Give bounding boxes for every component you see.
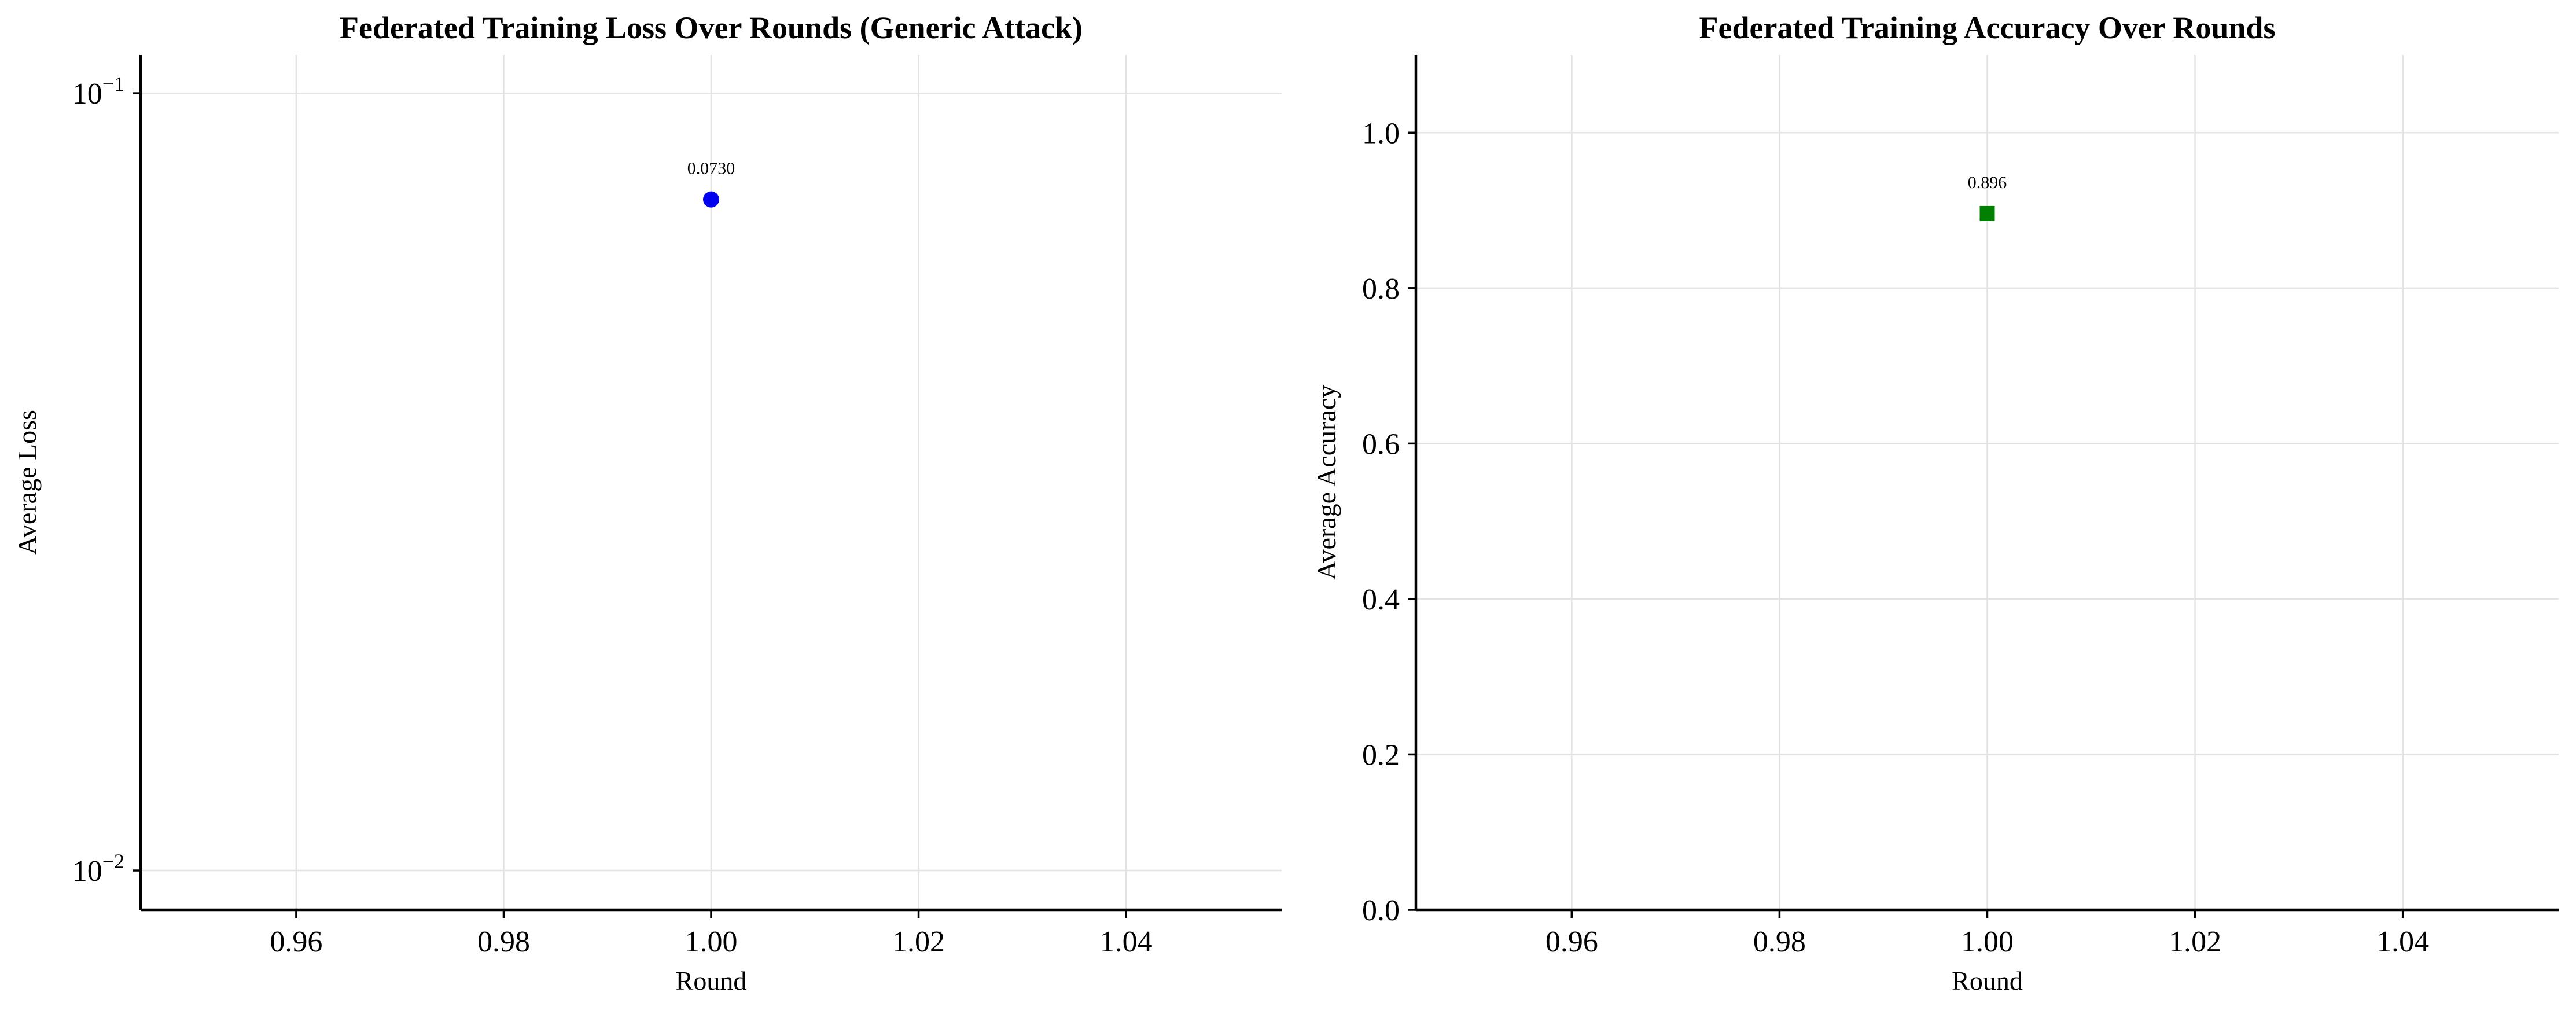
loss-x-tick-label: 1.04: [1100, 925, 1153, 958]
loss-x-tick-label: 0.96: [270, 925, 322, 958]
accuracy-y-axis-label: Average Accuracy: [1312, 385, 1341, 581]
loss-x-tick-label: 1.00: [685, 925, 738, 958]
loss-chart-title: Federated Training Loss Over Rounds (Gen…: [340, 10, 1083, 45]
accuracy-x-tick-label: 1.04: [2376, 925, 2429, 958]
accuracy-y-tick-label: 0.4: [1362, 583, 1400, 616]
accuracy-data-point: [1979, 205, 1995, 221]
accuracy-y-tick-label: 0.6: [1362, 428, 1400, 461]
loss-x-tick-label: 0.98: [477, 925, 530, 958]
accuracy-x-tick-label: 1.02: [2169, 925, 2221, 958]
accuracy-chart-panel: 0.96 0.98 1.00 1.02 1.04 0.0 0.2 0.4 0.6 0.8 1.0 Fe…: [1312, 10, 2559, 995]
accuracy-chart-title: Federated Training Accuracy Over Rounds: [1699, 10, 2276, 45]
accuracy-x-tick-label: 0.98: [1753, 925, 1806, 958]
accuracy-x-tick-label: 0.96: [1545, 925, 1598, 958]
loss-data-point: [703, 191, 719, 208]
accuracy-y-tick-label: 0.0: [1362, 894, 1400, 927]
loss-data-label: 0.0730: [687, 159, 735, 178]
loss-x-tick-label: 1.02: [892, 925, 945, 958]
loss-y-tick-label: 10−2: [72, 850, 124, 888]
accuracy-y-tick-label: 0.8: [1362, 273, 1400, 306]
accuracy-x-axis-label: Round: [1952, 966, 2023, 995]
accuracy-y-tick-label: 1.0: [1362, 117, 1400, 150]
loss-chart-panel: 0.96 0.98 1.00 1.02 1.04 10−2 10−1 Federated Tr…: [12, 10, 1282, 995]
loss-x-axis-label: Round: [676, 966, 747, 995]
accuracy-data-label: 0.896: [1968, 173, 2007, 192]
accuracy-x-tick-label: 1.00: [1961, 925, 2014, 958]
loss-y-axis-label: Average Loss: [12, 410, 42, 555]
accuracy-y-tick-label: 0.2: [1362, 739, 1400, 771]
loss-y-tick-label: 10−1: [72, 72, 124, 111]
